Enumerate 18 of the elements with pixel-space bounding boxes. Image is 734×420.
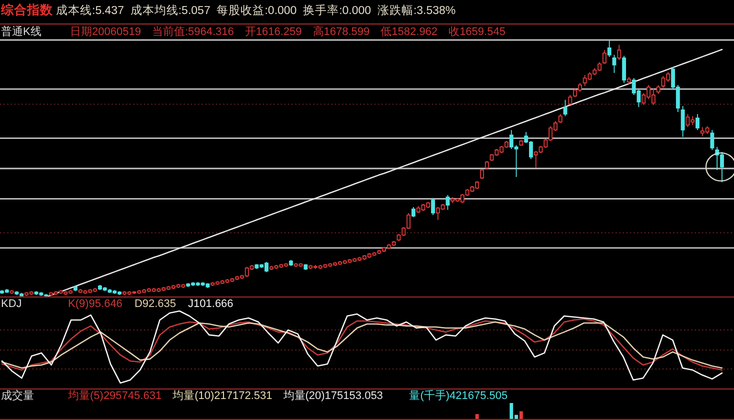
series-label: 均量(10)217172.531 (172, 390, 272, 402)
series-label: 均量(5)295745.631 (68, 390, 162, 402)
ylabel: 成交量 (1, 390, 34, 402)
subtitle: 成本线:5.437 成本均线:5.057 每股收益:0.000 换手率:0.000 涨跌幅:3.538% (56, 5, 456, 17)
legend-item: K(9)95.646 (68, 298, 122, 310)
annotation: 当前值:5964.316 (152, 26, 234, 38)
annotation: 低1582.962 (380, 26, 438, 38)
annotation: 日期20060519 (70, 26, 141, 38)
legend-item: J101.666 (188, 298, 234, 310)
annotation: 收1659.545 (448, 26, 506, 38)
ylabel: 普通K线 (1, 26, 42, 38)
series-label: 均量(20)175153.053 (283, 390, 383, 402)
title: 综合指数 (1, 3, 53, 17)
annotation: 开1616.259 (244, 26, 302, 38)
annotation: 高1678.599 (312, 26, 370, 38)
legend-item: D92.635 (134, 298, 176, 310)
ylabel: KDJ (1, 298, 22, 310)
series-label: 量(千手)421675.505 (409, 390, 508, 402)
